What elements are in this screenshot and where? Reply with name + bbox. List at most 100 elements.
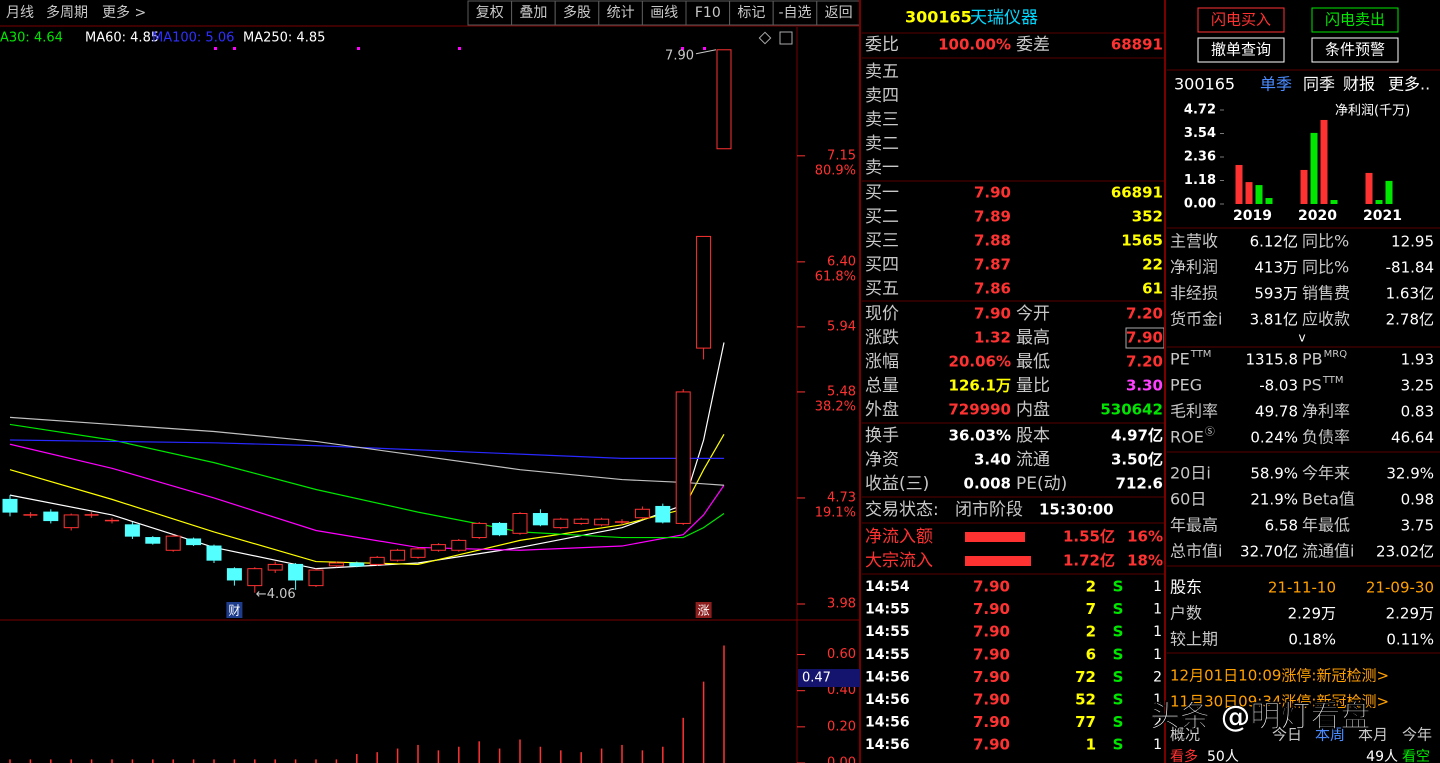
news-item[interactable]: 12月01日10:09涨停:新冠检测> bbox=[1170, 667, 1389, 685]
toolbar-button[interactable] bbox=[685, 0, 731, 26]
perf-label: 流通值i bbox=[1302, 542, 1354, 561]
valuation-label: PE bbox=[1170, 350, 1190, 369]
ma-legend: MA60: 4.85 bbox=[85, 31, 159, 46]
toolbar-button-label: 返回 bbox=[825, 5, 853, 21]
valuation-value: 0.83 bbox=[1401, 403, 1434, 421]
event-marker-label: 财 bbox=[228, 604, 240, 618]
quote-value: 3.40 bbox=[974, 451, 1011, 469]
toolbar-button[interactable] bbox=[598, 0, 643, 26]
valuation-sup: TTM bbox=[1190, 349, 1212, 360]
perf-value: 23.02亿 bbox=[1376, 543, 1434, 561]
candle-body bbox=[410, 548, 426, 558]
trade-count: 2 bbox=[1153, 715, 1162, 731]
tab: 单季 bbox=[1260, 75, 1292, 94]
buy-volume: 66891 bbox=[1111, 184, 1163, 202]
quote-label: 外盘 bbox=[865, 400, 899, 420]
quote-value: 729990 bbox=[948, 401, 1011, 419]
toolbar-button[interactable] bbox=[511, 0, 556, 26]
candle-body bbox=[553, 518, 569, 529]
buy-label: 买三 bbox=[865, 231, 899, 251]
buy-price: 7.90 bbox=[974, 184, 1011, 202]
fin-label: 同比% bbox=[1302, 232, 1349, 251]
mini-x-tick-label: 2020 bbox=[1298, 208, 1337, 224]
mini-y-tick-label: 0.00 bbox=[1184, 197, 1216, 212]
trade-count: 1 bbox=[1153, 602, 1162, 618]
perf-label: 总市值i bbox=[1170, 542, 1222, 561]
valuation-label: 负债率 bbox=[1302, 428, 1350, 447]
toolbar-item: 多周期 bbox=[46, 4, 88, 21]
flow-value: 1.55亿 bbox=[1063, 528, 1115, 546]
fin-label: 主营收 bbox=[1170, 232, 1218, 251]
quote-label: 最高 bbox=[1016, 328, 1050, 348]
perf-value: 6.58 bbox=[1265, 517, 1298, 535]
action-button[interactable] bbox=[1311, 37, 1399, 63]
trade-count: 1 bbox=[1153, 579, 1162, 595]
y-tick-label: 5.48 bbox=[827, 384, 856, 399]
fin-label: 同比% bbox=[1302, 258, 1349, 277]
quote-value: 3.50亿 bbox=[1111, 451, 1163, 469]
trade-volume: 2 bbox=[1086, 578, 1096, 596]
candle-body bbox=[165, 535, 181, 551]
fin-label: 净利润 bbox=[1170, 258, 1218, 277]
ma-legend: A30: 4.64 bbox=[0, 31, 63, 46]
buy-volume: 1565 bbox=[1121, 232, 1163, 250]
action-button[interactable] bbox=[1311, 7, 1399, 33]
candle-body bbox=[492, 522, 508, 536]
action-button-label: 闪电买入 bbox=[1211, 11, 1271, 29]
candle-body bbox=[226, 568, 242, 581]
peak-label: 7.90 bbox=[665, 48, 694, 63]
trade-count: 2 bbox=[1153, 669, 1162, 685]
holders-date: 21-11-10 bbox=[1268, 579, 1336, 597]
buy-price: 7.86 bbox=[974, 280, 1011, 298]
buy-label: 买二 bbox=[865, 207, 899, 227]
signal-dot bbox=[357, 47, 360, 50]
holders-value: 2.29万 bbox=[1288, 605, 1336, 623]
bottom-tab: 今日 bbox=[1272, 726, 1302, 744]
action-button-label: 闪电卖出 bbox=[1325, 11, 1385, 29]
action-button[interactable] bbox=[1197, 7, 1285, 33]
fin-value: 12.95 bbox=[1391, 233, 1434, 251]
signal-dot bbox=[233, 47, 236, 50]
mini-bar bbox=[1365, 172, 1373, 204]
buy-label: 买一 bbox=[865, 183, 899, 203]
chart-icon bbox=[779, 31, 793, 45]
y-tick-label: 4.73 bbox=[827, 490, 856, 505]
perf-label: Beta值 bbox=[1302, 490, 1355, 509]
vote-up: 看多 bbox=[1170, 748, 1198, 763]
mini-bar bbox=[1330, 200, 1338, 204]
candle-body bbox=[390, 549, 406, 561]
fin-label: 货币金i bbox=[1170, 310, 1222, 329]
quote-label: 量比 bbox=[1016, 376, 1050, 396]
ma-line bbox=[9, 439, 724, 459]
candle-body bbox=[186, 538, 202, 546]
toolbar-button[interactable] bbox=[554, 0, 600, 26]
action-button[interactable] bbox=[1197, 37, 1285, 63]
quote-value: 7.20 bbox=[1126, 353, 1163, 371]
quote-label: 换手 bbox=[865, 426, 899, 446]
trade-time: 14:56 bbox=[865, 692, 910, 708]
tab: 更多.. bbox=[1388, 75, 1430, 94]
candle-body bbox=[247, 568, 263, 587]
flow-percent: 16% bbox=[1127, 528, 1163, 546]
quote-label: 总量 bbox=[865, 376, 899, 396]
current-volume-label: 0.47 bbox=[802, 671, 831, 686]
candle-body bbox=[451, 539, 467, 551]
tab: 财报 bbox=[1343, 75, 1375, 94]
y-tick-label: 7.15 bbox=[827, 148, 856, 163]
vote-down: 看空 bbox=[1402, 749, 1430, 763]
buy-label: 买五 bbox=[865, 279, 899, 299]
trade-volume: 77 bbox=[1075, 713, 1096, 731]
toolbar-button-label: F10 bbox=[695, 5, 721, 21]
quote-value: 712.6 bbox=[1116, 475, 1163, 493]
quote-label: PE(动) bbox=[1016, 474, 1067, 494]
trade-count: 1 bbox=[1153, 624, 1162, 640]
toolbar-button-label: 多股 bbox=[563, 4, 591, 21]
trade-volume: 6 bbox=[1086, 645, 1096, 663]
news-item[interactable]: 11月30日09:34涨停:新冠检测> bbox=[1170, 693, 1389, 711]
toolbar-button[interactable] bbox=[467, 0, 513, 26]
ma-line bbox=[9, 423, 725, 539]
signal-dot bbox=[458, 47, 461, 50]
trade-time: 14:55 bbox=[865, 602, 910, 618]
flow-label: 大宗流入 bbox=[865, 551, 933, 571]
